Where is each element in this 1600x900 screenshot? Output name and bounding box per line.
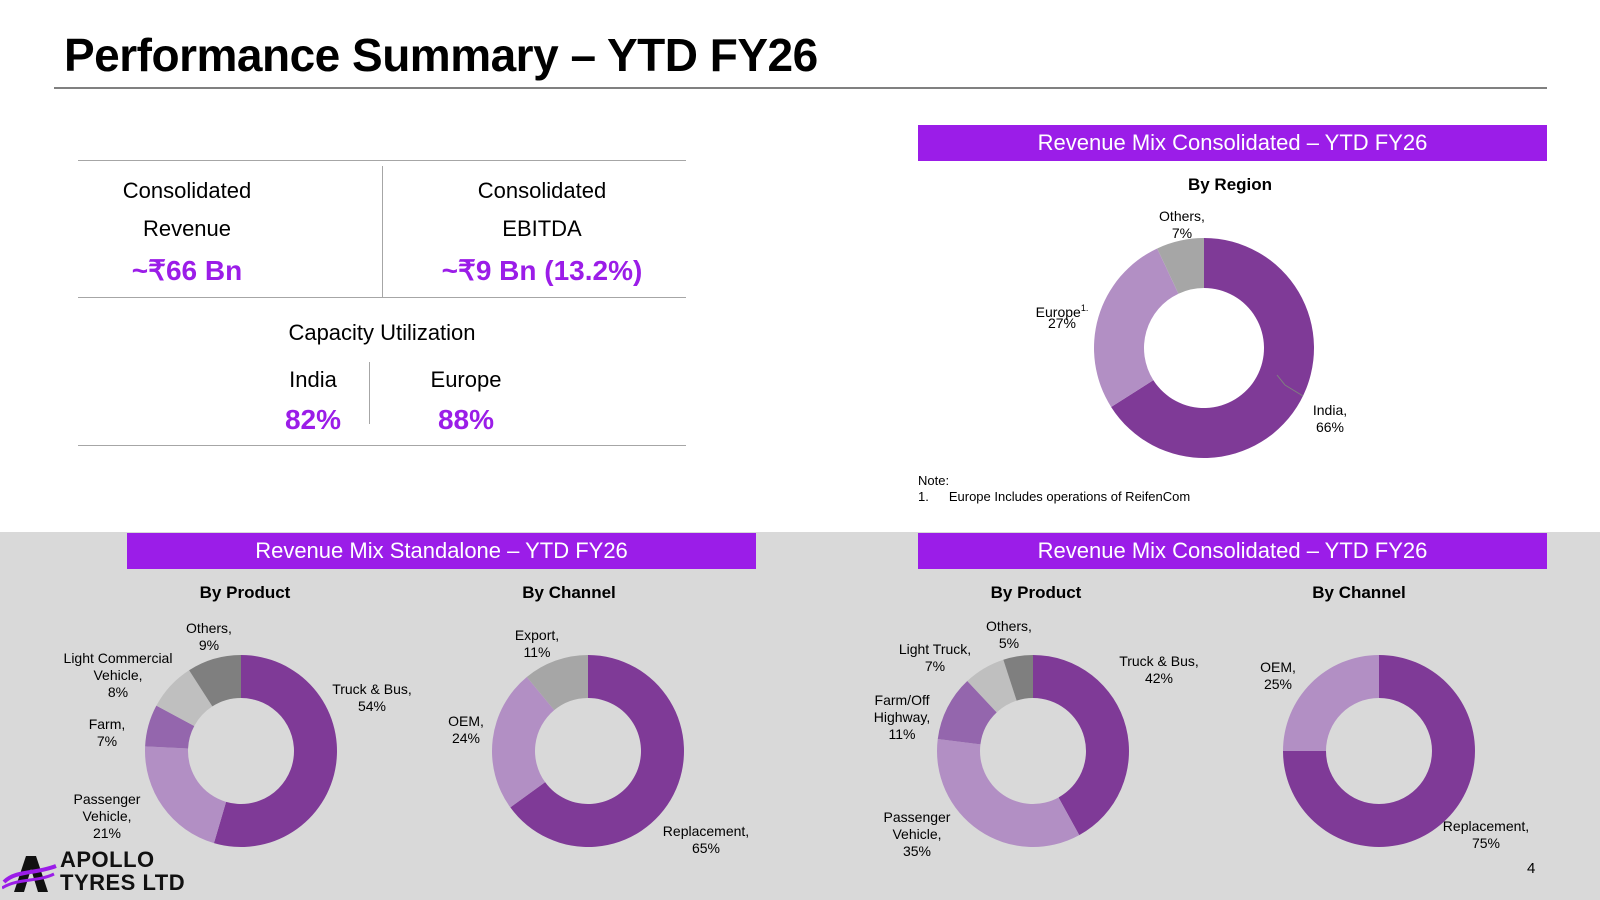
kpi-bottom-rule [78, 445, 686, 446]
capacity-europe-value: 88% [437, 404, 495, 435]
revenue-label-line2: Revenue [142, 216, 232, 241]
kpi-middle-rule [78, 297, 686, 298]
slice-others [189, 655, 241, 707]
apollo-logo-icon [2, 856, 57, 892]
label-others: Others, 7% [1159, 208, 1205, 241]
slice-light-commercial-vehicle [156, 670, 213, 726]
ebitda-label-line1: Consolidated [477, 178, 607, 203]
slice-export [526, 655, 588, 711]
co-channel-chart-title: By Channel [1312, 583, 1406, 602]
page-title: Performance Summary – YTD FY26 [64, 29, 818, 81]
kpi-divider [382, 166, 383, 297]
logo-line2: TYRES LTD [60, 870, 186, 895]
capacity-india-label: India [289, 367, 337, 392]
capacity-india-value: 82% [284, 404, 342, 435]
label-export: Export, 11% [515, 627, 559, 660]
label-truck-bus: Truck & Bus, 42% [1119, 653, 1199, 686]
slice-farm-off-highway [937, 681, 997, 745]
revenue-label-line1: Consolidated [122, 178, 252, 203]
note-item-text: Europe Includes operations of ReifenCom [948, 489, 1191, 504]
slice-light-truck [967, 659, 1017, 713]
ebitda-label-line2: EBITDA [502, 216, 582, 241]
capacity-europe-label: Europe [430, 367, 502, 392]
slice-truck-bus [213, 655, 337, 847]
banner-standalone: Revenue Mix Standalone – YTD FY26 [127, 533, 756, 569]
label-light-truck: Light Truck, 7% [899, 641, 971, 674]
page-number: 4 [1527, 860, 1536, 877]
slice-europe [1094, 248, 1179, 407]
sa-channel-donut-chart: Replacement, 65% OEM, 24% Export, 11% [448, 627, 749, 856]
label-others: Others, 9% [186, 620, 232, 653]
co-channel-donut-chart: Replacement, 75% OEM, 25% [1260, 655, 1529, 851]
label-oem: OEM, 24% [448, 713, 484, 746]
slice-farm [145, 705, 195, 749]
footnote: Note: 1. Europe Includes operations of Re… [918, 473, 1190, 505]
note-item-number: 1. [918, 489, 929, 504]
label-farm: Farm, 7% [89, 716, 126, 749]
slice-others [1003, 655, 1033, 701]
sa-product-donut-chart: Truck & Bus, 54% Passenger Vehicle, 21% Farm,… [64, 620, 412, 847]
logo-wordmark: APOLLO TYRES LTD [60, 848, 185, 894]
revenue-value: ~₹66 Bn [131, 255, 243, 286]
company-logo: APOLLO TYRES LTD [2, 848, 192, 900]
label-truck-bus: Truck & Bus, 54% [332, 681, 412, 714]
label-replacement: Replacement, 75% [1443, 818, 1529, 851]
sa-channel-chart-title: By Channel [522, 583, 616, 602]
banner-consolidated-bottom: Revenue Mix Consolidated – YTD FY26 [918, 533, 1547, 569]
label-india: India, 66% [1313, 402, 1347, 435]
label-passenger-vehicle: Passenger Vehicle, 35% [884, 809, 951, 859]
slice-oem [1283, 655, 1379, 751]
co-product-chart-title: By Product [990, 583, 1082, 602]
region-donut-chart: India, 66% Europe1. 27% Others, 7% [1036, 208, 1347, 459]
label-replacement: Replacement, 65% [663, 823, 749, 856]
slice-india [1111, 238, 1314, 459]
capacity-title: Capacity Utilization [288, 320, 476, 345]
slice-truck-bus [1033, 655, 1129, 836]
label-light-commercial-vehicle: Light Commercial Vehicle, 8% [64, 650, 173, 700]
capacity-divider [369, 362, 370, 424]
label-farm-off-highway: Farm/Off Highway, 11% [874, 692, 931, 742]
slice-oem [492, 677, 555, 808]
sa-product-chart-title: By Product [199, 583, 291, 602]
leader-line-india [1276, 374, 1304, 397]
slice-replacement [1283, 655, 1475, 847]
label-oem: OEM, 25% [1260, 659, 1296, 692]
slice-others [1157, 238, 1204, 294]
co-product-donut-chart: Truck & Bus, 42% Passenger Vehicle, 35% Farm/… [874, 618, 1199, 859]
region-chart-title: By Region [1187, 175, 1273, 194]
label-passenger-vehicle: Passenger Vehicle, 21% [74, 791, 141, 841]
title-divider [54, 87, 1547, 89]
slice-passenger-vehicle [145, 746, 227, 844]
kpi-top-rule [78, 160, 686, 161]
label-others: Others, 5% [986, 618, 1032, 651]
banner-consolidated-top: Revenue Mix Consolidated – YTD FY26 [918, 125, 1547, 161]
slice-passenger-vehicle [937, 738, 1080, 847]
slice-replacement [510, 655, 684, 847]
logo-line1: APOLLO [60, 847, 155, 872]
note-heading: Note: [918, 473, 950, 488]
label-europe: Europe1. 27% [1036, 303, 1089, 331]
ebitda-value: ~₹9 Bn (13.2%) [441, 255, 643, 286]
